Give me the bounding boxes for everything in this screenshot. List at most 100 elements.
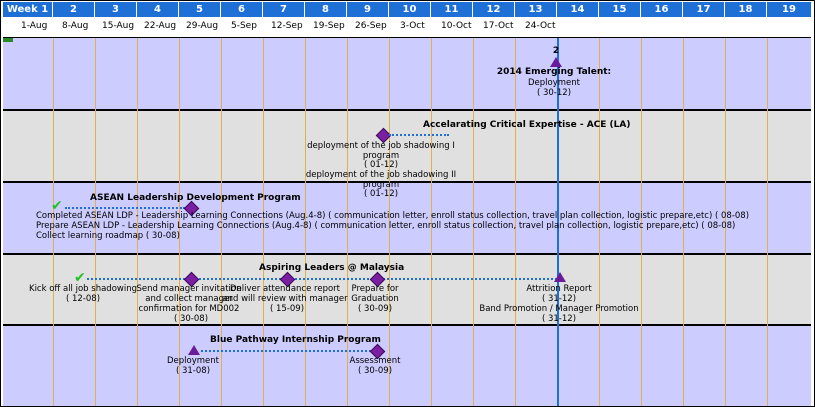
milestone-label: and will review with manager [222, 294, 348, 304]
milestone-date: ( 30-09) [357, 304, 393, 314]
week-gridline [599, 38, 600, 406]
date-label: 8-Aug [62, 21, 89, 31]
milestone-date: ( 30-12) [536, 88, 572, 98]
completed-check-icon[interactable]: ✔ [74, 270, 86, 286]
week-gridline [389, 38, 390, 406]
row-band-emerging-talent [3, 38, 811, 110]
week-gridline [683, 38, 684, 406]
week-cell[interactable]: 7 [263, 2, 305, 17]
week-gridline [473, 38, 474, 406]
milestone-label: Send manager invitation [136, 284, 242, 294]
row-band-blue-pathway [3, 326, 811, 406]
date-label: 1-Aug [21, 21, 48, 31]
task-title: Accelarating Critical Expertise - ACE (L… [423, 120, 631, 130]
date-label: 3-Oct [400, 21, 425, 31]
milestone-label: program [362, 180, 400, 190]
week-cell[interactable]: 17 [683, 2, 725, 17]
milestone-date: ( 01-12) [363, 160, 399, 170]
date-label: 26-Sep [355, 21, 387, 31]
completed-check-icon[interactable]: ✔ [51, 198, 63, 214]
milestone-date: ( 31-12) [541, 294, 577, 304]
week-cell[interactable]: 11 [431, 2, 473, 17]
milestone-label: Assessment [349, 356, 401, 366]
milestone-label: Attrition Report [526, 284, 592, 294]
date-label: 12-Sep [271, 21, 303, 31]
milestone-label: deployment of the job shadowing II [305, 170, 457, 180]
week-cell[interactable]: 6 [221, 2, 263, 17]
milestone-label: Deployment [167, 356, 219, 366]
milestone-label: Deployment [528, 78, 580, 88]
milestone-date: ( 12-08) [65, 294, 101, 304]
corner-marker [3, 38, 13, 42]
week-cell[interactable]: 8 [305, 2, 347, 17]
week-cell[interactable]: 19 [782, 4, 796, 15]
week-gridline [767, 38, 768, 406]
week-cell[interactable]: 12 [473, 2, 515, 17]
milestone-label: confirmation for MD002 [138, 304, 240, 314]
dependency-connector [389, 134, 449, 136]
date-label: 24-Oct [525, 21, 556, 31]
week-cell[interactable]: 2 [53, 2, 95, 17]
week-cell[interactable]: 18 [725, 2, 767, 17]
milestone-date: ( 30-08) [173, 314, 209, 324]
milestone-date: ( 31-08) [175, 366, 211, 376]
row-separator [3, 181, 811, 183]
milestone-label: program [362, 151, 400, 161]
week-cell[interactable]: 4 [137, 2, 179, 17]
week-gridline [431, 38, 432, 406]
milestone-date: ( 15-09) [269, 304, 305, 314]
row-separator [3, 253, 811, 255]
milestone-label: Graduation [351, 294, 399, 304]
date-label: 29-Aug [186, 21, 219, 31]
week-gridline [95, 38, 96, 406]
dependency-connector [87, 278, 557, 280]
task-title: 2014 Emerging Talent: [496, 67, 612, 77]
week-gridline [305, 38, 306, 406]
milestone-triangle[interactable] [188, 345, 200, 355]
date-header-row: 1-Aug 8-Aug 15-Aug 22-Aug 29-Aug 5-Sep 1… [3, 17, 811, 38]
milestone-label: Deliver attendance report [229, 284, 341, 294]
week-cell[interactable]: 3 [95, 2, 137, 17]
milestone-label: deployment of the job shadowing I [307, 141, 455, 151]
week-gridline [263, 38, 264, 406]
milestone-label: Collect learning roadmap ( 30-08) [36, 231, 180, 241]
task-title: ASEAN Leadership Development Program [90, 193, 301, 203]
milestone-label: Prepare for [351, 284, 399, 294]
row-separator [3, 324, 811, 326]
milestone-date: ( 01-12) [363, 189, 399, 199]
milestone-date: ( 31-12) [541, 314, 577, 324]
week-cell[interactable]: 5 [179, 2, 221, 17]
milestone-date: ( 30-09) [357, 366, 393, 376]
week-gridline [641, 38, 642, 406]
week-cell[interactable]: 15 [599, 2, 641, 17]
milestone-triangle[interactable] [554, 272, 566, 282]
dependency-connector [65, 207, 185, 209]
date-label: 17-Oct [483, 21, 514, 31]
date-label: 10-Oct [441, 21, 472, 31]
week-gridline [515, 38, 516, 406]
week-cell[interactable]: 14 [557, 2, 599, 17]
week-cell[interactable]: 10 [389, 2, 431, 17]
date-label: 22-Aug [144, 21, 177, 31]
week-gridline [725, 38, 726, 406]
milestone-label: Band Promotion / Manager Promotion [479, 304, 639, 314]
week-cell[interactable]: 13 [515, 2, 557, 17]
week-header-row: Week 1 2 3 4 5 6 7 8 9 10 11 12 13 14 15… [3, 2, 811, 17]
milestone-label: Completed ASEAN LDP - Leadership Learnin… [36, 211, 750, 221]
milestone-label: and collect manager [145, 294, 233, 304]
week-gridline [137, 38, 138, 406]
row-separator [3, 109, 811, 111]
week-cell[interactable]: 16 [641, 2, 683, 17]
week-cell[interactable]: 9 [347, 2, 389, 17]
week-cell[interactable]: Week 1 [3, 2, 53, 17]
date-label: 19-Sep [313, 21, 345, 31]
today-marker-line [557, 38, 559, 406]
milestone-triangle[interactable] [550, 57, 562, 67]
week-gridline [347, 38, 348, 406]
milestone-count: 2 [552, 46, 560, 56]
date-label: 5-Sep [231, 21, 257, 31]
task-title: Aspiring Leaders @ Malaysia [259, 263, 405, 273]
milestone-label: Prepare ASEAN LDP - Leadership Learning … [36, 221, 736, 231]
week-gridline [179, 38, 180, 406]
